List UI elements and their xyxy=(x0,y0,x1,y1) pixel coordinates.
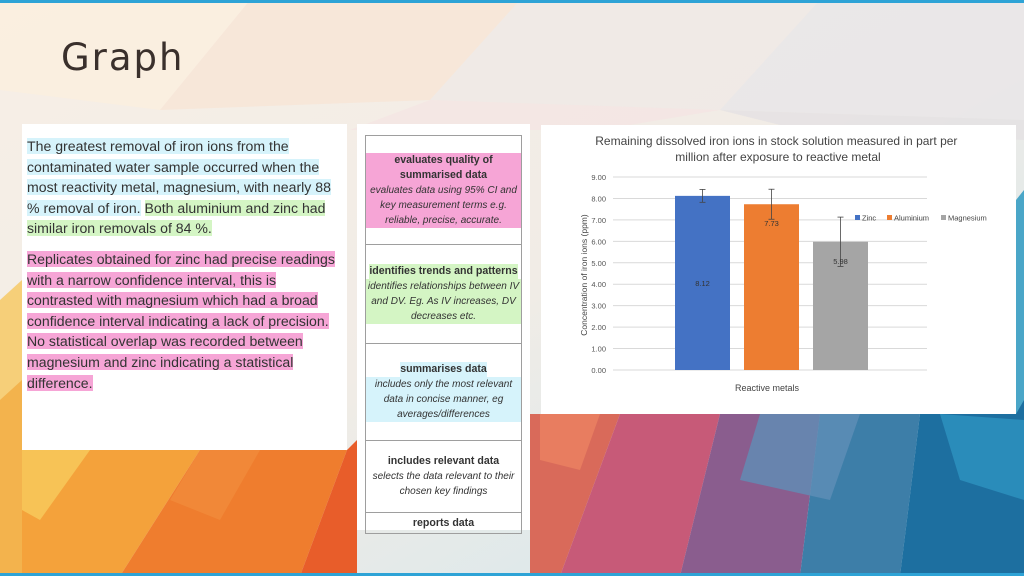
y-tick-label: 3.00 xyxy=(591,302,606,311)
slide-title: Graph xyxy=(61,36,185,79)
top-accent-bar xyxy=(0,0,1024,3)
finding-precision-text: Replicates obtained for zinc had precise… xyxy=(27,250,335,391)
chart-title: Remaining dissolved iron ions in stock s… xyxy=(595,134,961,164)
y-tick-label: 9.00 xyxy=(591,173,606,182)
rubric-row-includes: includes relevant data selects the data … xyxy=(366,441,521,513)
data-label: 7.73 xyxy=(764,219,779,228)
y-tick-label: 5.00 xyxy=(591,259,606,268)
rubric-row-trends: identifies trends and patterns identifie… xyxy=(366,245,521,344)
rubric-heading: summarises data xyxy=(400,362,487,377)
legend-label: Zinc xyxy=(862,214,876,223)
findings-paragraph-1: The greatest removal of iron ions from t… xyxy=(27,136,342,239)
rubric-heading: evaluates quality of summarised data xyxy=(366,152,521,183)
rubric-panel: evaluates quality of summarised data eva… xyxy=(357,124,530,534)
y-axis-label: Concentration of iron ions (ppm) xyxy=(579,214,589,336)
data-label: 8.12 xyxy=(695,279,710,288)
chart-title-line-2: million after exposure to reactive metal xyxy=(675,150,880,164)
rubric-description: selects the data relevant to their chose… xyxy=(372,471,515,497)
findings-paragraph-2: Replicates obtained for zinc had precise… xyxy=(27,249,342,393)
bar-chart: Remaining dissolved iron ions in stock s… xyxy=(579,134,987,393)
y-tick-label: 8.00 xyxy=(591,194,606,203)
chart-title-line-1: Remaining dissolved iron ions in stock s… xyxy=(595,134,957,148)
y-tick-label: 1.00 xyxy=(591,345,606,354)
legend-label: Magnesium xyxy=(948,214,987,223)
legend-swatch-aluminium xyxy=(887,215,892,220)
y-tick-label: 0.00 xyxy=(591,366,606,375)
rubric-table: evaluates quality of summarised data eva… xyxy=(365,135,522,534)
legend-label: Aluminium xyxy=(894,214,929,223)
rubric-row-summarises: summarises data includes only the most r… xyxy=(366,344,521,441)
bottom-accent-bar xyxy=(0,573,1024,576)
rubric-description: evaluates data using 95% CI and key meas… xyxy=(366,182,521,228)
y-tick-label: 6.00 xyxy=(591,237,606,246)
findings-text-panel: The greatest removal of iron ions from t… xyxy=(22,124,347,450)
rubric-heading: includes relevant data xyxy=(387,455,500,467)
legend-swatch-magnesium xyxy=(941,215,946,220)
rubric-heading: identifies trends and patterns xyxy=(369,264,518,279)
finding-spacer xyxy=(141,200,145,216)
legend-layer: Zinc Aluminium Magnesium xyxy=(855,214,987,223)
y-tick-label: 4.00 xyxy=(591,280,606,289)
chart-panel: Remaining dissolved iron ions in stock s… xyxy=(541,125,1016,414)
legend-swatch-zinc xyxy=(855,215,860,220)
x-axis-label: Reactive metals xyxy=(735,383,800,393)
bar-zinc xyxy=(675,195,730,370)
data-label: 5.98 xyxy=(833,257,848,266)
y-tick-label: 2.00 xyxy=(591,323,606,332)
rubric-heading: reports data xyxy=(412,516,475,529)
rubric-row-reports: reports data xyxy=(366,513,521,533)
rubric-description: includes only the most relevant data in … xyxy=(366,377,521,422)
bar-layer: 8.12 7.73 5.98 xyxy=(675,188,868,370)
rubric-description: identifies relationships between IV and … xyxy=(366,279,521,324)
rubric-row-evaluates: evaluates quality of summarised data eva… xyxy=(366,136,521,245)
y-tick-label: 7.00 xyxy=(591,216,606,225)
bar-aluminium xyxy=(744,204,799,370)
